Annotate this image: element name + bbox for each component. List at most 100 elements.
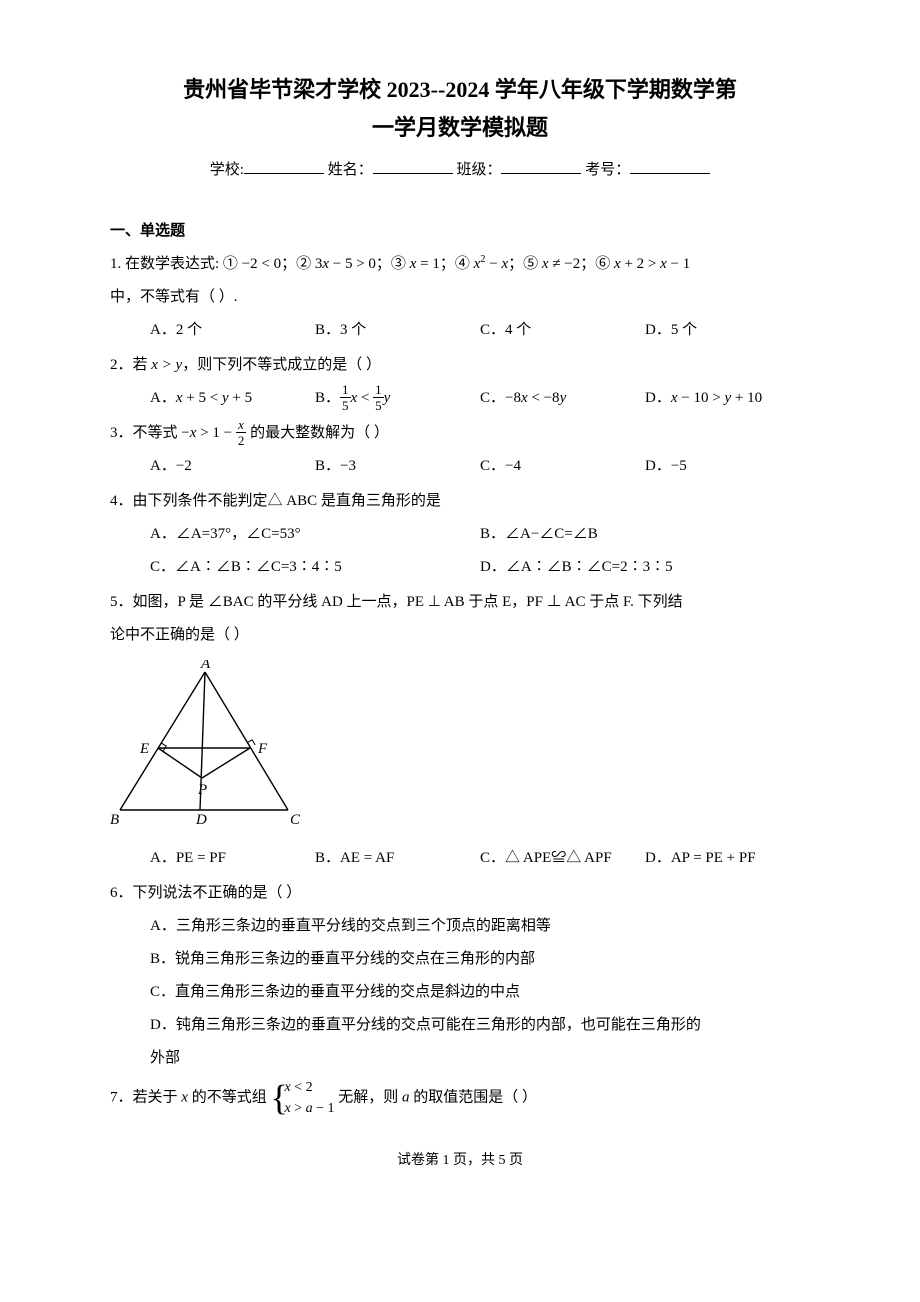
q3-opt-b[interactable]: B．−3 bbox=[315, 450, 480, 483]
svg-text:B: B bbox=[110, 812, 119, 825]
q2b1: B． bbox=[315, 390, 340, 406]
q2d2: − 10 > bbox=[678, 390, 725, 406]
q1-t7: − 1 bbox=[667, 256, 690, 272]
q3-t1: 3．不等式 − bbox=[110, 425, 190, 441]
label-name: 姓名： bbox=[328, 162, 373, 178]
q1-stem: 1. 在数学表达式: ① −2 < 0；② 3 x − 5 > 0；③ x = 1… bbox=[110, 248, 810, 281]
q7-a: a bbox=[402, 1089, 410, 1105]
question-2: 2．若 x > y，则下列不等式成立的是（ ） A．x + 5 < y + 5 … bbox=[110, 349, 810, 415]
blank-school[interactable] bbox=[244, 159, 324, 174]
q5-opt-c[interactable]: C．△ APE≌△ APF bbox=[480, 842, 645, 875]
q1-t1: 1. 在数学表达式: ① −2 < 0；② 3 bbox=[110, 256, 322, 272]
q1-stem-2: 中，不等式有（ ）. bbox=[110, 281, 810, 314]
q2-opt-d[interactable]: D．x − 10 > y + 10 bbox=[645, 382, 810, 415]
svg-text:F: F bbox=[257, 741, 268, 757]
q1-opt-c[interactable]: C．4 个 bbox=[480, 314, 645, 347]
q2-t1: 2．若 bbox=[110, 357, 151, 373]
q2b-frac2: 15 bbox=[373, 383, 384, 412]
page-subtitle: 一学月数学模拟题 bbox=[110, 110, 810, 142]
q7-system: x < 2 x > a − 1 bbox=[270, 1077, 334, 1119]
q2c-x: x bbox=[521, 390, 528, 406]
q7s2d: − 1 bbox=[313, 1101, 335, 1116]
svg-text:C: C bbox=[290, 812, 300, 825]
label-class: 班级： bbox=[456, 162, 501, 178]
q7s2b: > bbox=[291, 1101, 306, 1116]
q6-opt-d2: 外部 bbox=[150, 1042, 810, 1075]
q7-t2: 的不等式组 bbox=[188, 1089, 271, 1105]
question-5: 5．如图，P 是 ∠BAC 的平分线 AD 上一点，PE ⊥ AB 于点 E，P… bbox=[110, 586, 810, 875]
q3-opt-a[interactable]: A．−2 bbox=[150, 450, 315, 483]
q5-stem-1: 5．如图，P 是 ∠BAC 的平分线 AD 上一点，PE ⊥ AB 于点 E，P… bbox=[110, 586, 810, 619]
q7-t1: 7．若关于 bbox=[110, 1089, 181, 1105]
q5-stem-2: 论中不正确的是（ ） bbox=[110, 619, 810, 652]
q7s2c: a bbox=[306, 1101, 313, 1116]
q4-opt-d[interactable]: D．∠A∶∠B∶∠C=2∶3∶5 bbox=[480, 551, 810, 584]
q6-opt-d[interactable]: D．钝角三角形三条边的垂直平分线的交点可能在三角形的内部，也可能在三角形的 bbox=[150, 1009, 810, 1042]
q5d: D．AP = PE + PF bbox=[645, 850, 756, 866]
svg-text:E: E bbox=[139, 741, 149, 757]
q1-t4: ；⑤ bbox=[508, 256, 542, 272]
q2c-y: y bbox=[560, 390, 567, 406]
q2-stem: 2．若 x > y，则下列不等式成立的是（ ） bbox=[110, 349, 810, 382]
q7-t3: 无解，则 bbox=[334, 1089, 402, 1105]
q3-opt-c[interactable]: C．−4 bbox=[480, 450, 645, 483]
q1-x4: x bbox=[542, 256, 549, 272]
q1-t3: = 1；④ bbox=[416, 256, 473, 272]
question-7: 7．若关于 x 的不等式组 x < 2 x > a − 1 无解，则 a 的取值… bbox=[110, 1077, 810, 1119]
q3-t2: > 1 − bbox=[196, 425, 235, 441]
q3-options: A．−2 B．−3 C．−4 D．−5 bbox=[110, 450, 810, 483]
q6-opt-a[interactable]: A．三角形三条边的垂直平分线的交点到三个顶点的距离相等 bbox=[150, 910, 810, 943]
blank-examno[interactable] bbox=[630, 159, 710, 174]
q4-opt-a[interactable]: A．∠A=37°，∠C=53° bbox=[150, 518, 480, 551]
q5c: C．△ APE≌△ APF bbox=[480, 850, 612, 866]
q1-opt-a[interactable]: A．2 个 bbox=[150, 314, 315, 347]
section-1-header: 一、单选题 bbox=[110, 219, 810, 240]
q5-opt-b[interactable]: B．AE = AF bbox=[315, 842, 480, 875]
q4-stem: 4．由下列条件不能判定△ ABC 是直角三角形的是 bbox=[110, 485, 810, 518]
question-3: 3．不等式 −x > 1 − x2 的最大整数解为（ ） A．−2 B．−3 C… bbox=[110, 417, 810, 483]
q2c1: C．−8 bbox=[480, 390, 521, 406]
blank-class[interactable] bbox=[501, 159, 581, 174]
q1-options: A．2 个 B．3 个 C．4 个 D．5 个 bbox=[110, 314, 810, 347]
question-4: 4．由下列条件不能判定△ ABC 是直角三角形的是 A．∠A=37°，∠C=53… bbox=[110, 485, 810, 584]
q5a: A．PE = PF bbox=[150, 850, 226, 866]
q2d-x: x bbox=[671, 390, 678, 406]
q1-x6: x bbox=[660, 256, 667, 272]
q2a2: + 5 < bbox=[183, 390, 222, 406]
q3-t3: 的最大整数解为（ ） bbox=[246, 425, 389, 441]
question-6: 6．下列说法不正确的是（ ） A．三角形三条边的垂直平分线的交点到三个顶点的距离… bbox=[110, 877, 810, 1075]
q2-opt-a[interactable]: A．x + 5 < y + 5 bbox=[150, 382, 315, 415]
q2-opt-c[interactable]: C．−8x < −8y bbox=[480, 382, 645, 415]
question-1: 1. 在数学表达式: ① −2 < 0；② 3 x − 5 > 0；③ x = 1… bbox=[110, 248, 810, 347]
q3-stem: 3．不等式 −x > 1 − x2 的最大整数解为（ ） bbox=[110, 417, 810, 450]
q7s1b: < 2 bbox=[291, 1080, 313, 1095]
q2d1: D． bbox=[645, 390, 671, 406]
q2d3: + 10 bbox=[731, 390, 762, 406]
q5-options: A．PE = PF B．AE = AF C．△ APE≌△ APF D．AP =… bbox=[110, 842, 810, 875]
q2-xy: x > y bbox=[151, 357, 182, 373]
q5-figure: ABCDEFP bbox=[110, 660, 810, 838]
blank-name[interactable] bbox=[373, 159, 453, 174]
q1-minus: − bbox=[486, 256, 502, 272]
q1-t2: − 5 > 0；③ bbox=[329, 256, 410, 272]
q1-opt-d[interactable]: D．5 个 bbox=[645, 314, 810, 347]
q2a-y: y bbox=[222, 390, 229, 406]
page-footer: 试卷第 1 页，共 5 页 bbox=[110, 1149, 810, 1169]
q2a-x: x bbox=[176, 390, 183, 406]
q2-options: A．x + 5 < y + 5 B．15x < 15y C．−8x < −8y … bbox=[110, 382, 810, 415]
q1-t6: + 2 > bbox=[621, 256, 660, 272]
q1-opt-b[interactable]: B．3 个 bbox=[315, 314, 480, 347]
q6-opt-b[interactable]: B．锐角三角形三条边的垂直平分线的交点在三角形的内部 bbox=[150, 943, 810, 976]
q5-opt-a[interactable]: A．PE = PF bbox=[150, 842, 315, 875]
q2b-frac1: 15 bbox=[340, 383, 351, 412]
q5-opt-d[interactable]: D．AP = PE + PF bbox=[645, 842, 810, 875]
q2-opt-b[interactable]: B．15x < 15y bbox=[315, 382, 480, 415]
svg-text:P: P bbox=[197, 782, 207, 798]
q4-opt-b[interactable]: B．∠A−∠C=∠B bbox=[480, 518, 810, 551]
q3-opt-d[interactable]: D．−5 bbox=[645, 450, 810, 483]
q5b: B．AE = AF bbox=[315, 850, 394, 866]
q6-stem: 6．下列说法不正确的是（ ） bbox=[110, 877, 810, 910]
q6-options: A．三角形三条边的垂直平分线的交点到三个顶点的距离相等 B．锐角三角形三条边的垂… bbox=[110, 910, 810, 1075]
q4-opt-c[interactable]: C．∠A∶∠B∶∠C=3∶4∶5 bbox=[150, 551, 480, 584]
q6-opt-c[interactable]: C．直角三角形三条边的垂直平分线的交点是斜边的中点 bbox=[150, 976, 810, 1009]
